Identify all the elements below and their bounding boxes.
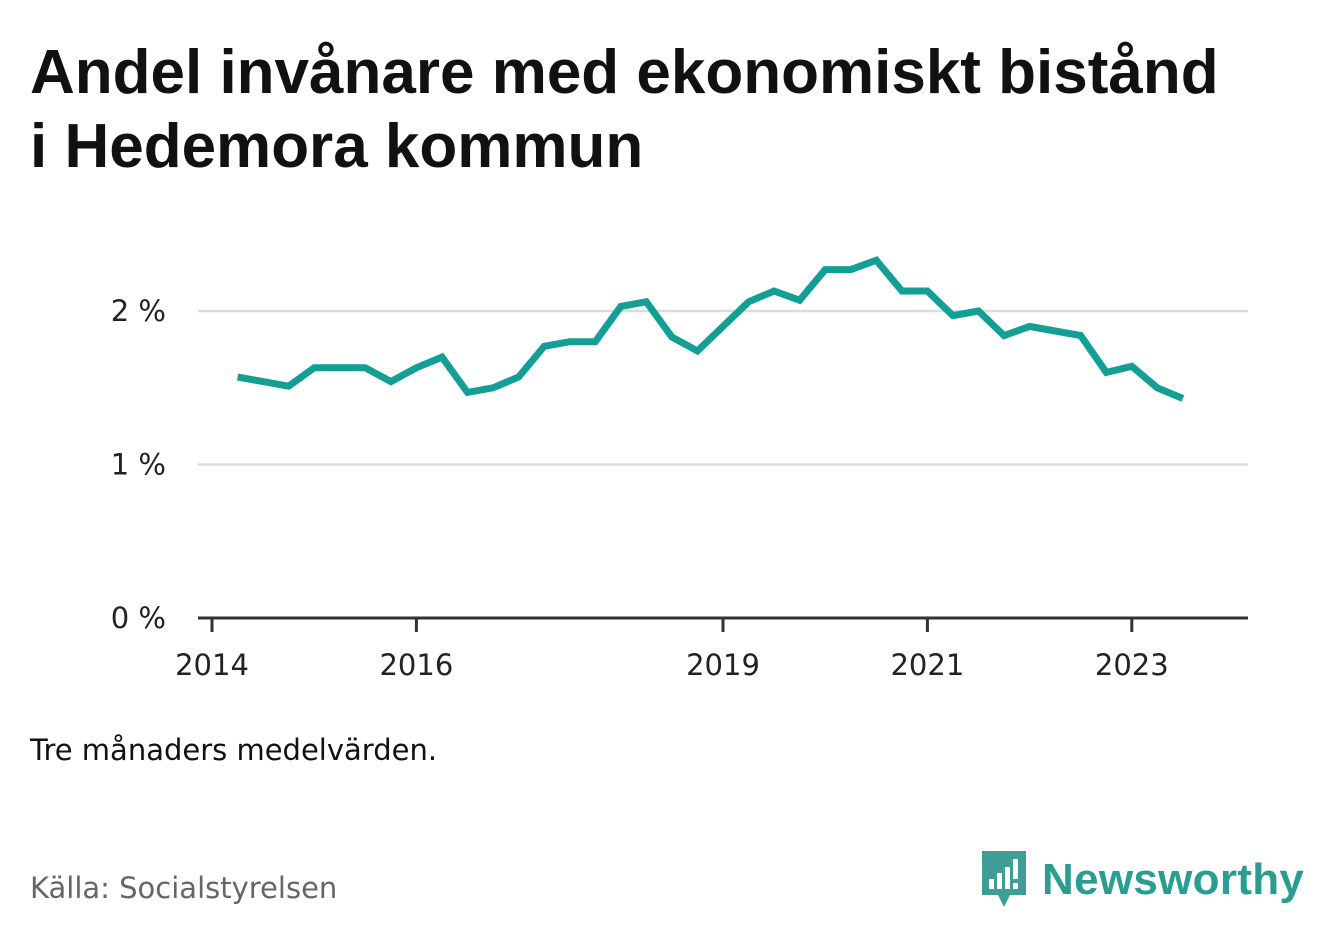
data-point xyxy=(464,389,471,396)
chart-note: Tre månaders medelvärden. xyxy=(30,733,438,767)
data-point xyxy=(260,378,267,385)
data-point xyxy=(771,288,778,295)
data-point xyxy=(949,312,956,319)
data-point xyxy=(847,266,854,273)
data-point xyxy=(873,257,880,264)
data-point xyxy=(924,288,931,295)
brand-name: Newsworthy xyxy=(1042,855,1305,904)
data-point xyxy=(387,378,394,385)
data-point xyxy=(1128,363,1135,370)
data-point xyxy=(234,374,241,381)
x-tick-label: 2016 xyxy=(379,648,453,682)
data-point xyxy=(1077,332,1084,339)
data-point xyxy=(1026,323,1033,330)
data-point xyxy=(1179,395,1186,402)
data-point xyxy=(720,323,727,330)
x-axis: 2014 2016 2019 2021 2023 xyxy=(175,616,1248,682)
x-tick-label: 2019 xyxy=(686,648,760,682)
data-point xyxy=(1052,327,1059,334)
x-tick-label: 2014 xyxy=(175,648,249,682)
data-point xyxy=(643,298,650,305)
y-tick-label: 2 % xyxy=(111,294,166,328)
data-point xyxy=(438,354,445,361)
data-point xyxy=(541,343,548,350)
data-point xyxy=(975,308,982,315)
data-point xyxy=(745,298,752,305)
data-point xyxy=(592,338,599,345)
data-point xyxy=(822,266,829,273)
chart-title: Andel invånare med ekonomiskt bistånd i … xyxy=(30,38,1219,181)
data-point xyxy=(796,297,803,304)
data-point xyxy=(285,383,292,390)
data-point xyxy=(336,364,343,371)
data-point xyxy=(362,364,369,371)
y-axis-ticks: 0 % 1 % 2 % xyxy=(111,294,166,635)
grid-lines xyxy=(198,309,1248,466)
data-point xyxy=(311,364,318,371)
source-text: Källa: Socialstyrelsen xyxy=(30,871,338,905)
data-point xyxy=(668,334,675,341)
series-group xyxy=(234,256,1186,402)
data-point xyxy=(515,374,522,381)
data-point xyxy=(566,338,573,345)
x-tick-label: 2021 xyxy=(890,648,964,682)
data-point xyxy=(1103,369,1110,376)
newsworthy-logo-icon xyxy=(982,851,1026,907)
y-tick-label: 1 % xyxy=(111,448,166,482)
data-point xyxy=(617,303,624,310)
data-point xyxy=(413,364,420,371)
brand-logo[interactable]: Newsworthy xyxy=(980,848,1304,912)
data-point xyxy=(1154,384,1161,391)
x-tick-label: 2023 xyxy=(1095,648,1169,682)
data-point xyxy=(694,347,701,354)
y-tick-label: 0 % xyxy=(111,601,166,635)
data-point xyxy=(1001,332,1008,339)
series-line xyxy=(236,256,1185,402)
data-point xyxy=(898,288,905,295)
data-point xyxy=(490,384,497,391)
